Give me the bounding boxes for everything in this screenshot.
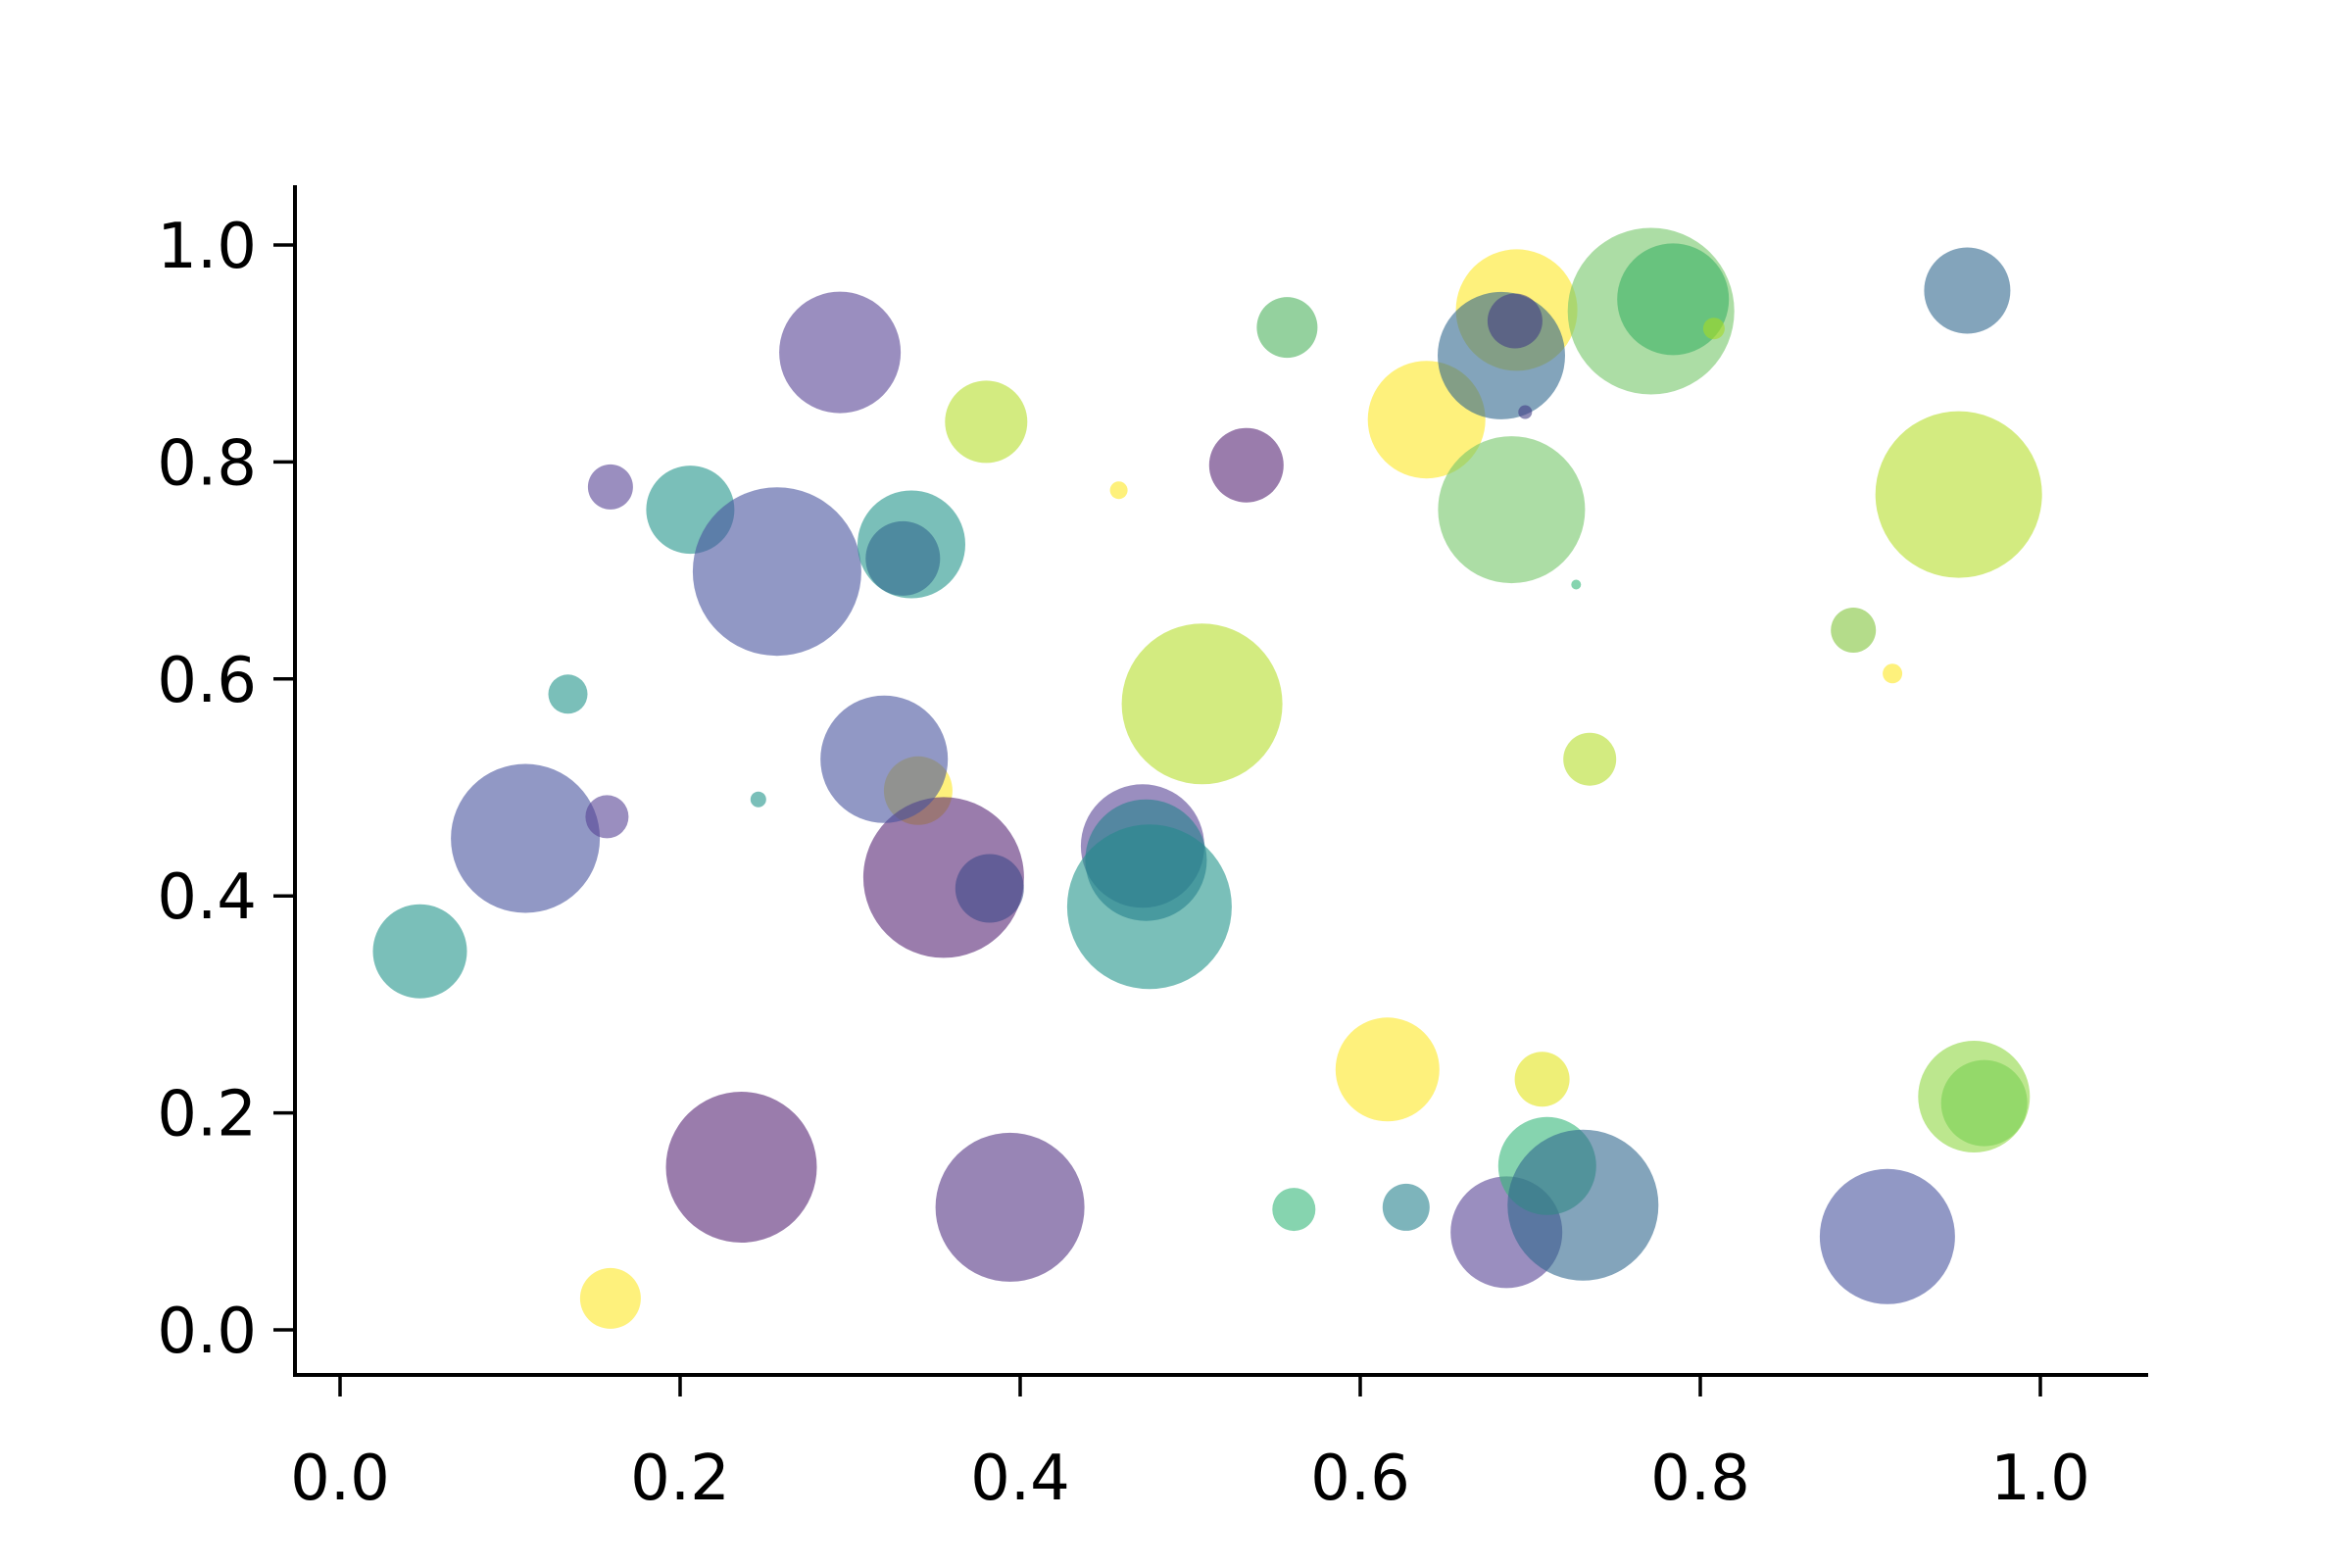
bubble bbox=[955, 854, 1024, 923]
bubble bbox=[1819, 1168, 1955, 1304]
x-tick-label: 0.6 bbox=[1310, 1443, 1410, 1515]
y-tick-label: 0.2 bbox=[157, 1079, 257, 1152]
y-tick-label: 1.0 bbox=[157, 211, 257, 283]
bubble bbox=[587, 464, 633, 510]
bubble bbox=[1256, 297, 1318, 359]
x-tick-label: 0.2 bbox=[630, 1443, 730, 1515]
y-tick-label: 0.8 bbox=[157, 427, 257, 500]
bubble bbox=[665, 1092, 817, 1243]
bubble bbox=[1335, 1017, 1440, 1122]
bubble bbox=[1518, 405, 1533, 419]
bubble bbox=[548, 674, 588, 714]
bubble bbox=[1875, 411, 2042, 578]
bubble bbox=[1702, 318, 1725, 340]
bubble bbox=[585, 795, 629, 839]
bubble bbox=[692, 487, 861, 657]
x-tick-label: 0.4 bbox=[970, 1443, 1070, 1515]
bubble bbox=[1109, 481, 1128, 500]
x-tick-label: 1.0 bbox=[1990, 1443, 2090, 1515]
bubble bbox=[820, 695, 949, 823]
bubble bbox=[1571, 579, 1582, 590]
bubble bbox=[1940, 1059, 2028, 1147]
bubble bbox=[865, 520, 941, 596]
bubble bbox=[750, 791, 766, 808]
bubble bbox=[1831, 608, 1877, 653]
bubble bbox=[1507, 1129, 1659, 1281]
y-tick-label: 0.0 bbox=[157, 1296, 257, 1368]
bubble bbox=[1617, 243, 1730, 356]
bubble bbox=[372, 904, 467, 999]
bubble bbox=[1883, 663, 1903, 684]
x-tick-label: 0.8 bbox=[1650, 1443, 1750, 1515]
y-tick-label: 0.6 bbox=[157, 645, 257, 717]
bubble bbox=[1208, 427, 1284, 503]
y-tick-label: 0.4 bbox=[157, 861, 257, 934]
bubble bbox=[1487, 293, 1543, 349]
bubble bbox=[1514, 1052, 1570, 1107]
x-tick-label: 0.0 bbox=[290, 1443, 390, 1515]
bubble bbox=[935, 1132, 1085, 1282]
bubble bbox=[1924, 247, 2011, 334]
axes-layer: 0.0 0.2 0.4 0.6 0.8 1.0 0.0 0.2 0.4 0.6 0.8 1.0 bbox=[157, 185, 2148, 1515]
bubble bbox=[945, 380, 1028, 464]
bubble bbox=[1438, 436, 1586, 584]
bubbles-layer bbox=[372, 227, 2042, 1329]
bubble bbox=[579, 1267, 641, 1329]
bubble bbox=[1272, 1188, 1316, 1232]
bubble bbox=[1085, 799, 1207, 921]
bubble bbox=[1382, 1183, 1430, 1231]
bubble bbox=[1563, 732, 1617, 786]
bubble bbox=[451, 763, 601, 913]
bubble bbox=[779, 291, 902, 414]
bubble bbox=[1121, 623, 1283, 785]
